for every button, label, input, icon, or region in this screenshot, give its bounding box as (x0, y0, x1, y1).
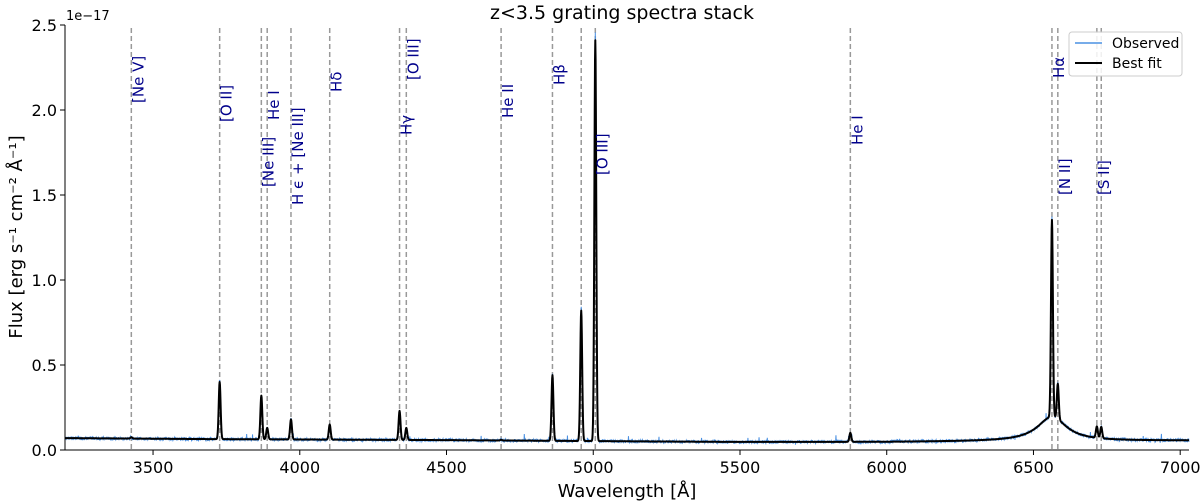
emission-line-label: [Ne III] (259, 137, 277, 187)
y-tick-label: 0.5 (32, 356, 57, 375)
axes (64, 25, 1189, 451)
x-tick-label: 5500 (720, 458, 761, 477)
x-tick-label: 6500 (1013, 458, 1054, 477)
chart-title: z<3.5 grating spectra stack (490, 2, 754, 24)
emission-line-label: [Ne V] (129, 56, 147, 103)
y-tick-label: 2.5 (32, 16, 57, 35)
emission-line-label: Hδ (328, 72, 346, 92)
emission-line-label: [N II] (1056, 158, 1074, 195)
emission-line-label: Hα (1050, 57, 1068, 78)
legend-best-fit-label: Best fit (1112, 56, 1162, 72)
emission-line-label: Hβ (551, 64, 569, 85)
legend: Observed Best fit (1068, 31, 1183, 77)
emission-line-label: [O III] (404, 38, 422, 80)
emission-line-label: He I (265, 90, 283, 120)
emission-line-label: [O III] (593, 133, 611, 175)
emission-line-label: He I (848, 115, 866, 145)
y-tick-label: 2.0 (32, 101, 57, 120)
x-tick-label: 5000 (573, 458, 614, 477)
best-fit-series (64, 39, 1190, 443)
y-axis-offset-label: 1e−17 (66, 9, 110, 24)
x-tick-label: 4500 (426, 458, 467, 477)
emission-line-labels: [Ne V] [O II] [Ne III] He I H ϵ + [Ne III] Hδ… (129, 38, 1113, 205)
y-tick-label: 0.0 (32, 441, 57, 460)
y-tick-label: 1.0 (32, 271, 57, 290)
x-tick-label: 4000 (279, 458, 320, 477)
emission-line-label: He II (499, 84, 517, 118)
emission-line-label: [S II] (1095, 160, 1113, 195)
legend-observed-label: Observed (1112, 36, 1179, 52)
emission-line-label: H ϵ + [Ne III] (289, 107, 307, 205)
best-fit-line (64, 39, 1190, 443)
emission-line-label: Hγ (398, 115, 416, 135)
x-axis-title: Wavelength [Å] (558, 480, 697, 502)
x-tick-label: 6000 (866, 458, 907, 477)
x-tick-label: 3500 (133, 458, 174, 477)
y-axis-ticks: 0.0 0.5 1.0 1.5 2.0 2.5 (32, 16, 65, 460)
x-tick-label: 7000 (1160, 458, 1200, 477)
y-axis-title: Flux [erg s⁻¹ cm⁻² Å⁻¹] (5, 135, 27, 338)
x-axis-ticks: 3500 4000 4500 5000 5500 6000 6500 7000 (133, 450, 1200, 477)
emission-line-label: [O II] (218, 85, 236, 122)
y-tick-label: 1.5 (32, 186, 57, 205)
